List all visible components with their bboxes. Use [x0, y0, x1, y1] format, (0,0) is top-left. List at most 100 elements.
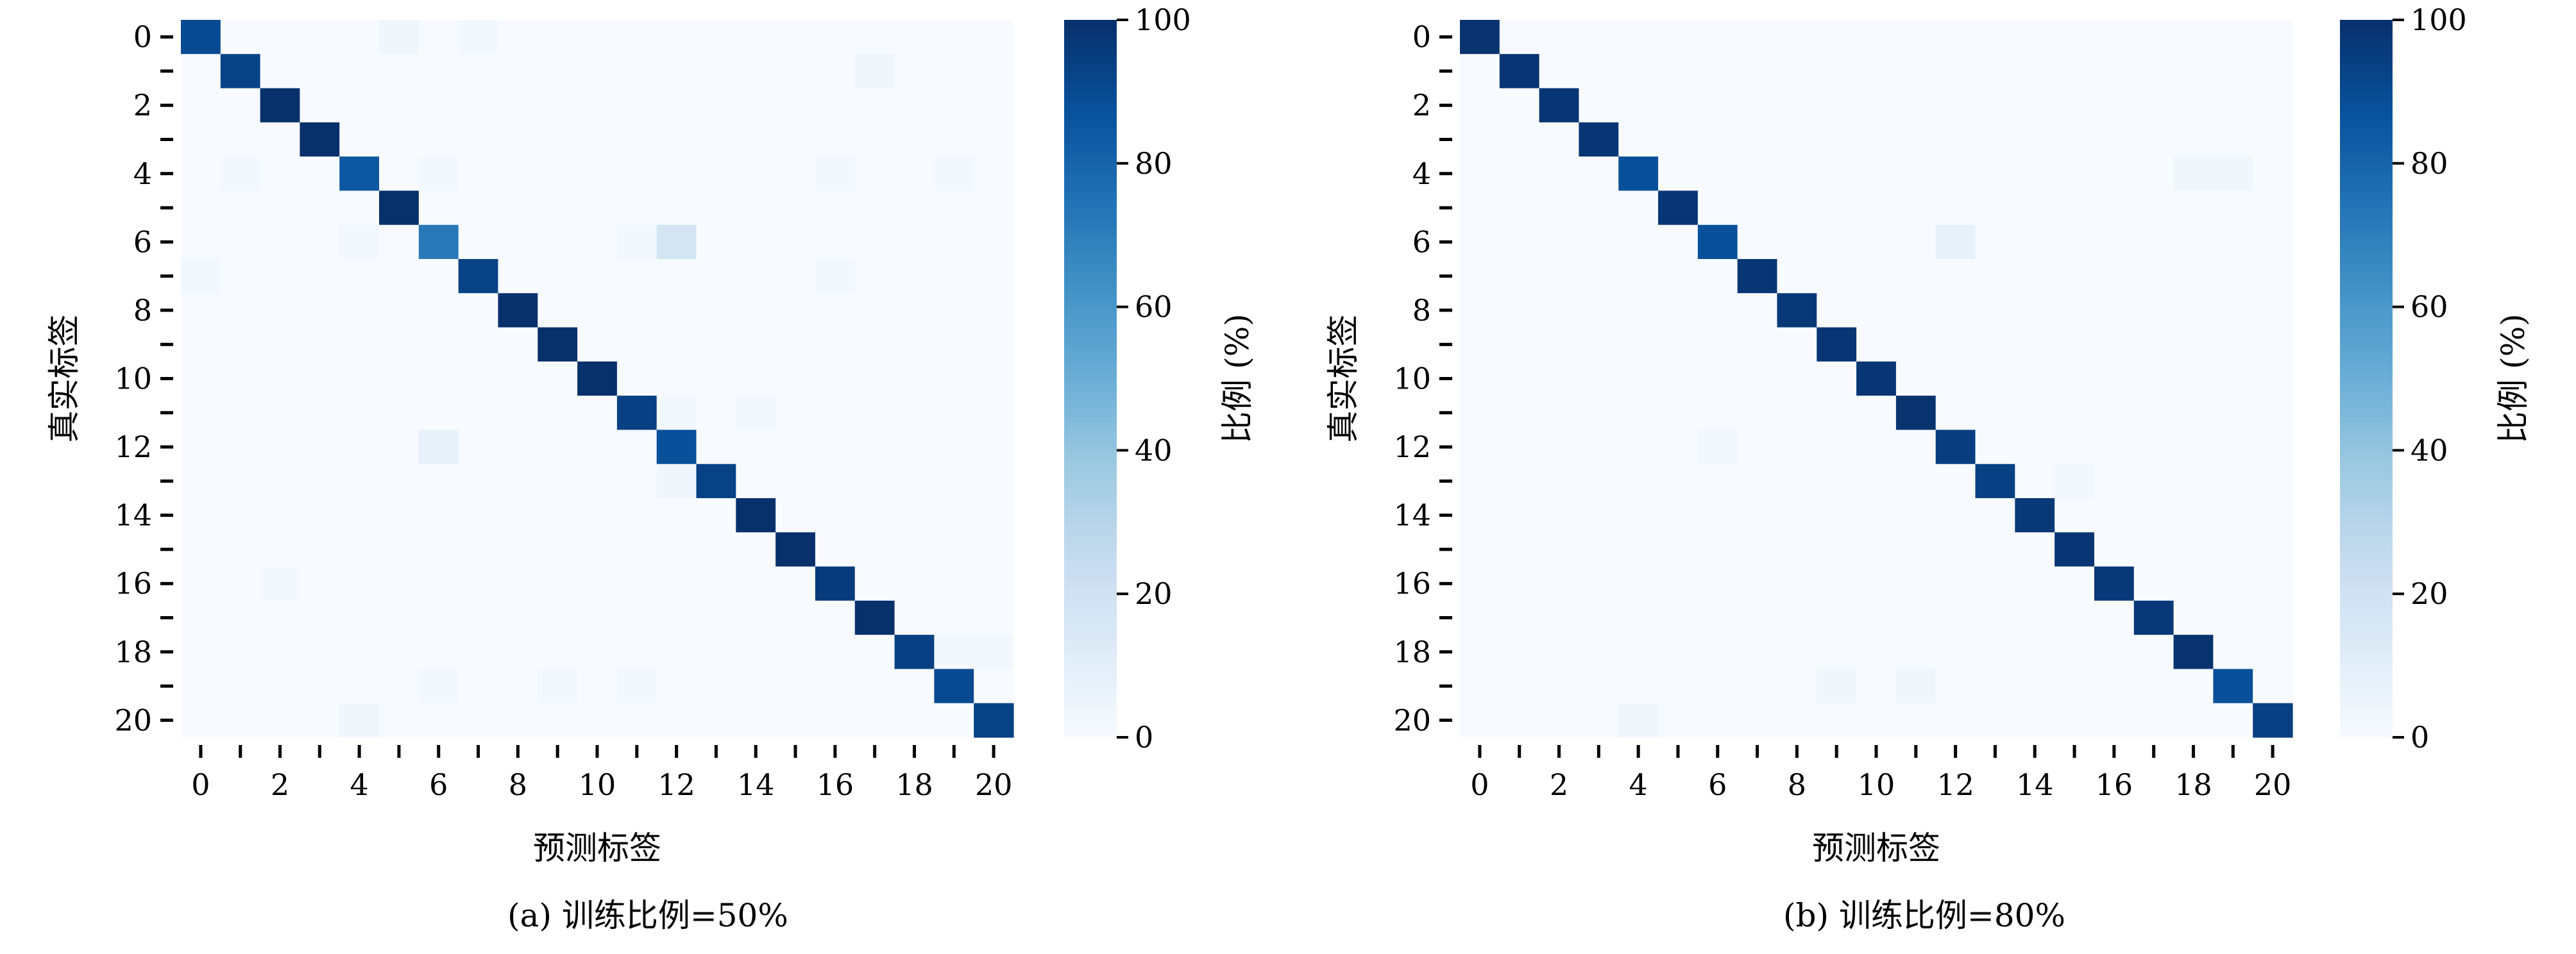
heatmap-cell — [2173, 464, 2214, 499]
colorbar-segment — [2340, 356, 2393, 365]
y-tick-label: 0 — [1412, 20, 1431, 54]
heatmap-cell — [498, 498, 538, 533]
colorbar-segment — [1064, 84, 1117, 92]
heatmap-cell — [736, 532, 776, 567]
x-axis-label: 预测标签 — [1812, 830, 1940, 867]
heatmap-cell — [2055, 224, 2095, 260]
colorbar-segment — [1064, 199, 1117, 207]
colorbar-segment — [1064, 436, 1117, 444]
heatmap-cell — [1579, 532, 1619, 567]
heatmap-cell — [616, 190, 657, 226]
heatmap-cell — [934, 464, 974, 499]
heatmap-cell — [379, 396, 419, 431]
colorbar-segment — [1064, 34, 1117, 42]
heatmap-cell — [1499, 361, 1540, 396]
heatmap-cell — [1817, 532, 1857, 567]
heatmap-cell — [300, 20, 340, 54]
heatmap-cell — [1777, 190, 1817, 226]
heatmap-cell — [736, 361, 776, 396]
heatmap-cell — [2133, 464, 2174, 499]
colorbar-segment — [2340, 213, 2393, 221]
heatmap-cell — [1658, 20, 1699, 54]
y-tick-label: 20 — [114, 703, 152, 737]
heatmap-cell — [854, 669, 895, 704]
heatmap-cell — [1856, 600, 1897, 635]
heatmap-cell — [934, 396, 974, 431]
heatmap-cell — [220, 293, 261, 328]
heatmap-cell — [538, 566, 578, 601]
heatmap-cell — [854, 190, 895, 226]
heatmap-cell — [2253, 532, 2293, 567]
heatmap-cell — [458, 566, 499, 601]
colorbar-segment — [1064, 149, 1117, 157]
heatmap-cell — [181, 293, 221, 328]
colorbar-segment — [2340, 536, 2393, 544]
heatmap-cell — [577, 20, 618, 54]
heatmap-cell — [2015, 156, 2055, 192]
heatmap-cell — [2213, 88, 2253, 123]
colorbar-tick-label: 100 — [2411, 3, 2467, 37]
heatmap-cell — [379, 190, 419, 226]
heatmap-cell — [2213, 190, 2253, 226]
heatmap-cell — [934, 20, 974, 54]
heatmap-cell — [616, 122, 657, 157]
heatmap-cell — [1499, 293, 1540, 328]
heatmap-cell — [2094, 88, 2135, 123]
heatmap-cell — [181, 566, 221, 601]
colorbar-segment — [1064, 579, 1117, 587]
heatmap-cell — [379, 122, 419, 157]
heatmap-cell — [934, 566, 974, 601]
colorbar-segment — [2340, 507, 2393, 515]
heatmap-cell — [1618, 259, 1659, 294]
heatmap-cell — [894, 498, 935, 533]
heatmap-cell — [260, 669, 301, 704]
heatmap-cell — [974, 88, 1014, 123]
heatmap-cell — [656, 122, 697, 157]
heatmap-cell — [775, 54, 816, 89]
colorbar-segment — [1064, 156, 1117, 164]
heatmap-cell — [1895, 600, 1936, 635]
colorbar-segment — [1064, 529, 1117, 537]
heatmap-cell — [379, 327, 419, 362]
heatmap-cell — [1856, 498, 1897, 533]
colorbar-segment — [2340, 271, 2393, 279]
heatmap-cell — [1895, 669, 1936, 704]
heatmap-cell — [1539, 259, 1580, 294]
heatmap-cell — [1856, 190, 1897, 226]
heatmap-cell — [616, 259, 657, 294]
heatmap-cell — [1777, 669, 1817, 704]
heatmap-cell — [1618, 464, 1659, 499]
heatmap-cell — [854, 532, 895, 567]
heatmap-cell — [260, 54, 301, 89]
heatmap-cell — [2253, 259, 2293, 294]
colorbar-segment — [2340, 342, 2393, 351]
heatmap-cell — [498, 361, 538, 396]
heatmap-cell — [696, 498, 736, 533]
heatmap-cell — [1618, 327, 1659, 362]
heatmap-cell — [1539, 396, 1580, 431]
heatmap-cell — [815, 20, 856, 54]
heatmap-cell — [1658, 88, 1699, 123]
heatmap-cell — [1817, 396, 1857, 431]
heatmap-cell — [498, 600, 538, 635]
heatmap-cell — [339, 566, 380, 601]
heatmap-cell — [2055, 703, 2095, 738]
heatmap-cell — [616, 361, 657, 396]
heatmap-cell — [656, 224, 697, 260]
colorbar-tick-label: 40 — [1135, 433, 1173, 467]
colorbar-segment — [1064, 48, 1117, 56]
heatmap-cell — [1737, 703, 1778, 738]
heatmap-cell — [1539, 224, 1580, 260]
heatmap-cell — [1539, 190, 1580, 226]
heatmap-cell — [1895, 532, 1936, 567]
heatmap-cell — [260, 703, 301, 738]
heatmap-cell — [974, 156, 1014, 192]
heatmap-cell — [418, 293, 459, 328]
colorbar-segment — [2340, 335, 2393, 344]
heatmap-cell — [577, 224, 618, 260]
heatmap-cell — [2173, 669, 2214, 704]
heatmap-cell — [854, 224, 895, 260]
colorbar-segment — [1064, 213, 1117, 221]
colorbar-segment — [1064, 673, 1117, 681]
